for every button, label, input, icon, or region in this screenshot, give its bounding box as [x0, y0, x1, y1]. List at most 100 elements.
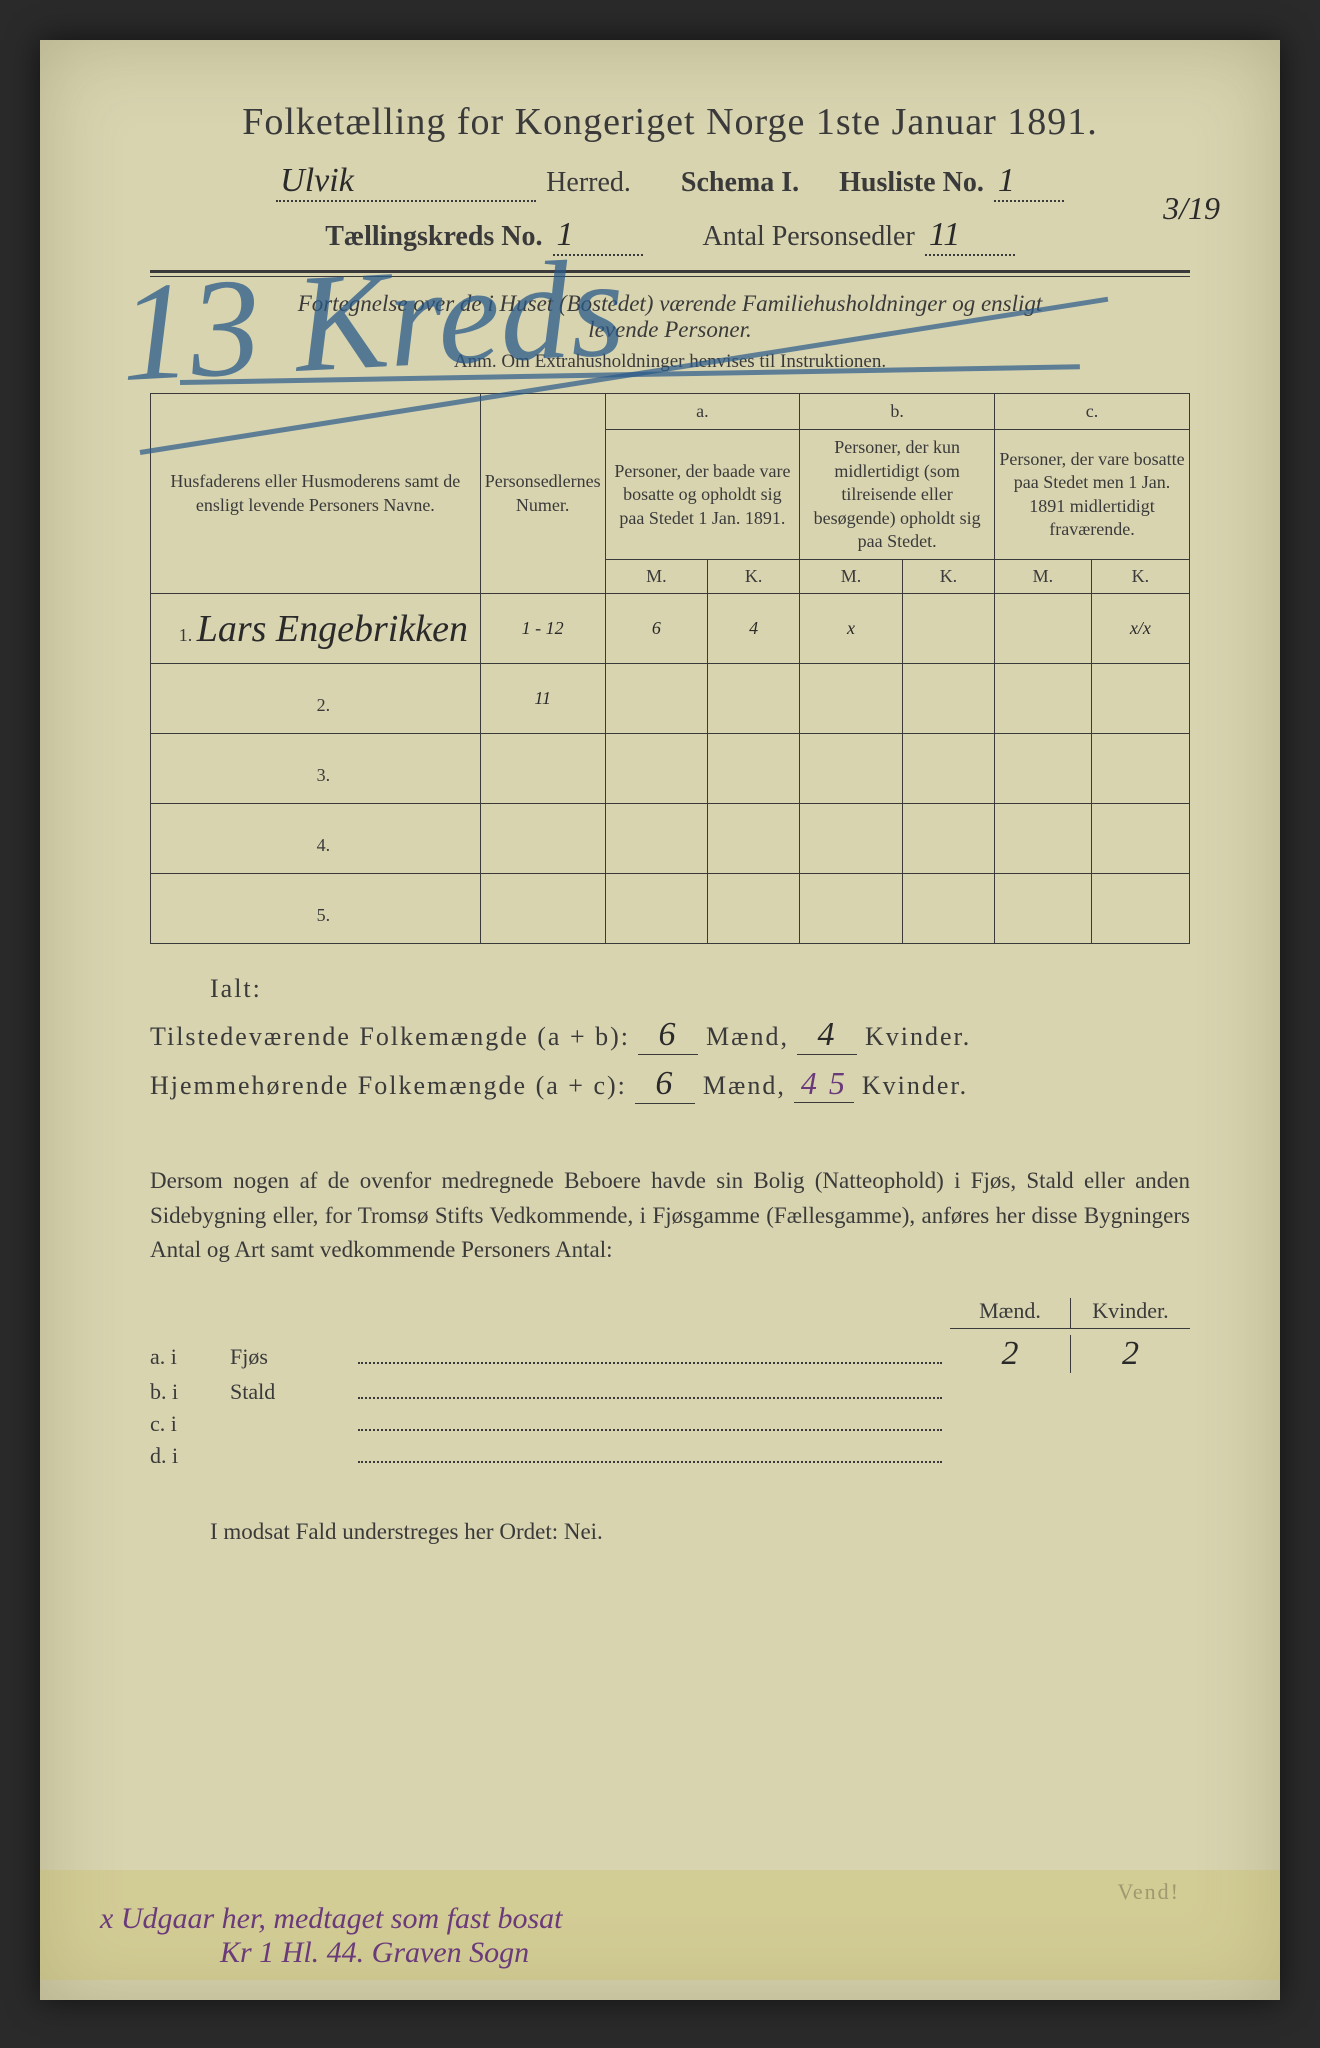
rule-divider	[150, 270, 1190, 277]
th-a-m: M.	[605, 560, 707, 594]
cell-ak	[708, 874, 800, 944]
maend-label-2: Mænd,	[703, 1071, 786, 1101]
cell-bm	[800, 734, 903, 804]
th-a-head: a.	[605, 394, 799, 430]
buildings-paragraph: Dersom nogen af de ovenfor medregnede Be…	[150, 1164, 1190, 1268]
schema-label: Schema I.	[681, 167, 799, 199]
building-dots	[358, 1413, 942, 1431]
totals-line2-label: Hjemmehørende Folkemængde (a + c):	[150, 1071, 627, 1101]
cell-num: 11	[480, 664, 605, 734]
cell-bm	[800, 664, 903, 734]
cell-num: 1 - 12	[480, 594, 605, 664]
cell-ck	[1091, 874, 1189, 944]
table-row: 4.	[151, 804, 1190, 874]
th-b-head: b.	[800, 394, 995, 430]
totals-line1-m: 6	[638, 1016, 698, 1055]
cell-am	[605, 874, 707, 944]
bottom-handwritten-note: x Udgaar her, medtaget som fast bosat Kr…	[100, 1902, 1220, 1970]
census-table: Husfaderens eller Husmoderens samt de en…	[150, 393, 1190, 944]
th-b: Personer, der kun midlertidigt (som tilr…	[800, 430, 995, 560]
row-num: 5.	[151, 874, 481, 944]
table-row: 5.	[151, 874, 1190, 944]
page-title: Folketælling for Kongeriget Norge 1ste J…	[150, 100, 1190, 144]
cell-ak	[708, 664, 800, 734]
mk-maend: Mænd.	[950, 1298, 1070, 1329]
cell-num	[480, 734, 605, 804]
cell-bk	[902, 804, 994, 874]
building-label: b. i	[150, 1379, 230, 1405]
mk-header: Mænd. Kvinder.	[150, 1298, 1190, 1329]
building-label: a. i	[150, 1344, 230, 1370]
cell-bm	[800, 804, 903, 874]
cell-bk	[902, 664, 994, 734]
row-num: 1. Lars Engebrikken	[151, 594, 481, 664]
cell-cm	[995, 874, 1092, 944]
cell-am	[605, 734, 707, 804]
building-label: d. i	[150, 1443, 230, 1469]
building-dots	[358, 1381, 942, 1399]
cell-am	[605, 664, 707, 734]
table-row: 2. 11	[151, 664, 1190, 734]
row-num: 4.	[151, 804, 481, 874]
th-a-k: K.	[708, 560, 800, 594]
th-c: Personer, der vare bosatte paa Stedet me…	[995, 430, 1190, 560]
nei-line: I modsat Fald understreges her Ordet: Ne…	[150, 1519, 1190, 1545]
totals-line-2: Hjemmehørende Folkemængde (a + c): 6 Mæn…	[150, 1065, 1190, 1104]
corner-fraction: 3/19	[1163, 190, 1220, 227]
cell-bk	[902, 734, 994, 804]
husliste-label: Husliste No.	[839, 167, 984, 199]
cell-bk	[902, 874, 994, 944]
cell-cm	[995, 594, 1092, 664]
totals-line-1: Tilstedeværende Folkemængde (a + b): 6 M…	[150, 1016, 1190, 1055]
kreds-label: Tællingskreds No.	[325, 221, 542, 253]
totals-line2-m: 6	[635, 1065, 695, 1104]
cell-am: 6	[605, 594, 707, 664]
th-b-k: K.	[902, 560, 994, 594]
cell-bm	[800, 874, 903, 944]
row-num: 3.	[151, 734, 481, 804]
cell-ak	[708, 734, 800, 804]
husliste-value: 1	[994, 162, 1064, 202]
building-label: c. i	[150, 1411, 230, 1437]
th-b-m: M.	[800, 560, 903, 594]
cell-am	[605, 804, 707, 874]
building-row: b. iStald	[150, 1379, 1190, 1405]
kvinder-label-1: Kvinder.	[865, 1022, 971, 1052]
totals-line2-k: 4 5	[794, 1065, 854, 1103]
totals-line1-label: Tilstedeværende Folkemængde (a + b):	[150, 1022, 630, 1052]
ialt-label: Ialt:	[210, 974, 1190, 1004]
subtitle-text-2: levende Personer.	[588, 317, 752, 342]
sedler-value: 11	[925, 216, 1015, 256]
th-numer: Personsedlernes Numer.	[480, 394, 605, 594]
cell-bm: x	[800, 594, 903, 664]
cell-ck: x/x	[1091, 594, 1189, 664]
th-c-k: K.	[1091, 560, 1189, 594]
header-line-2: Tællingskreds No. 1 Antal Personsedler 1…	[150, 216, 1190, 256]
subtitle-line-1: Fortegnelse over de i Huset (Bostedet) v…	[150, 291, 1190, 343]
cell-ak: 4	[708, 594, 800, 664]
cell-cm	[995, 804, 1092, 874]
cell-ak	[708, 804, 800, 874]
building-type: Fjøs	[230, 1344, 350, 1370]
herred-value: Ulvik	[276, 162, 536, 202]
cell-num	[480, 804, 605, 874]
table-row: 1. Lars Engebrikken1 - 1264x x/x	[151, 594, 1190, 664]
cell-ck	[1091, 804, 1189, 874]
building-row: a. iFjøs22	[150, 1335, 1190, 1373]
table-row: 3.	[151, 734, 1190, 804]
cell-ck	[1091, 664, 1189, 734]
building-row: c. i	[150, 1411, 1190, 1437]
cell-ck	[1091, 734, 1189, 804]
building-dots	[358, 1445, 942, 1463]
mk-kvinder: Kvinder.	[1070, 1298, 1190, 1329]
building-k: 2	[1070, 1335, 1190, 1373]
kreds-value: 1	[553, 216, 643, 256]
sedler-label: Antal Personsedler	[703, 221, 915, 253]
maend-label-1: Mænd,	[706, 1022, 789, 1052]
row-num: 2.	[151, 664, 481, 734]
th-a: Personer, der baade vare bosatte og opho…	[605, 430, 799, 560]
cell-num	[480, 874, 605, 944]
cell-cm	[995, 734, 1092, 804]
building-dots	[358, 1346, 942, 1364]
building-type: Stald	[230, 1379, 350, 1405]
